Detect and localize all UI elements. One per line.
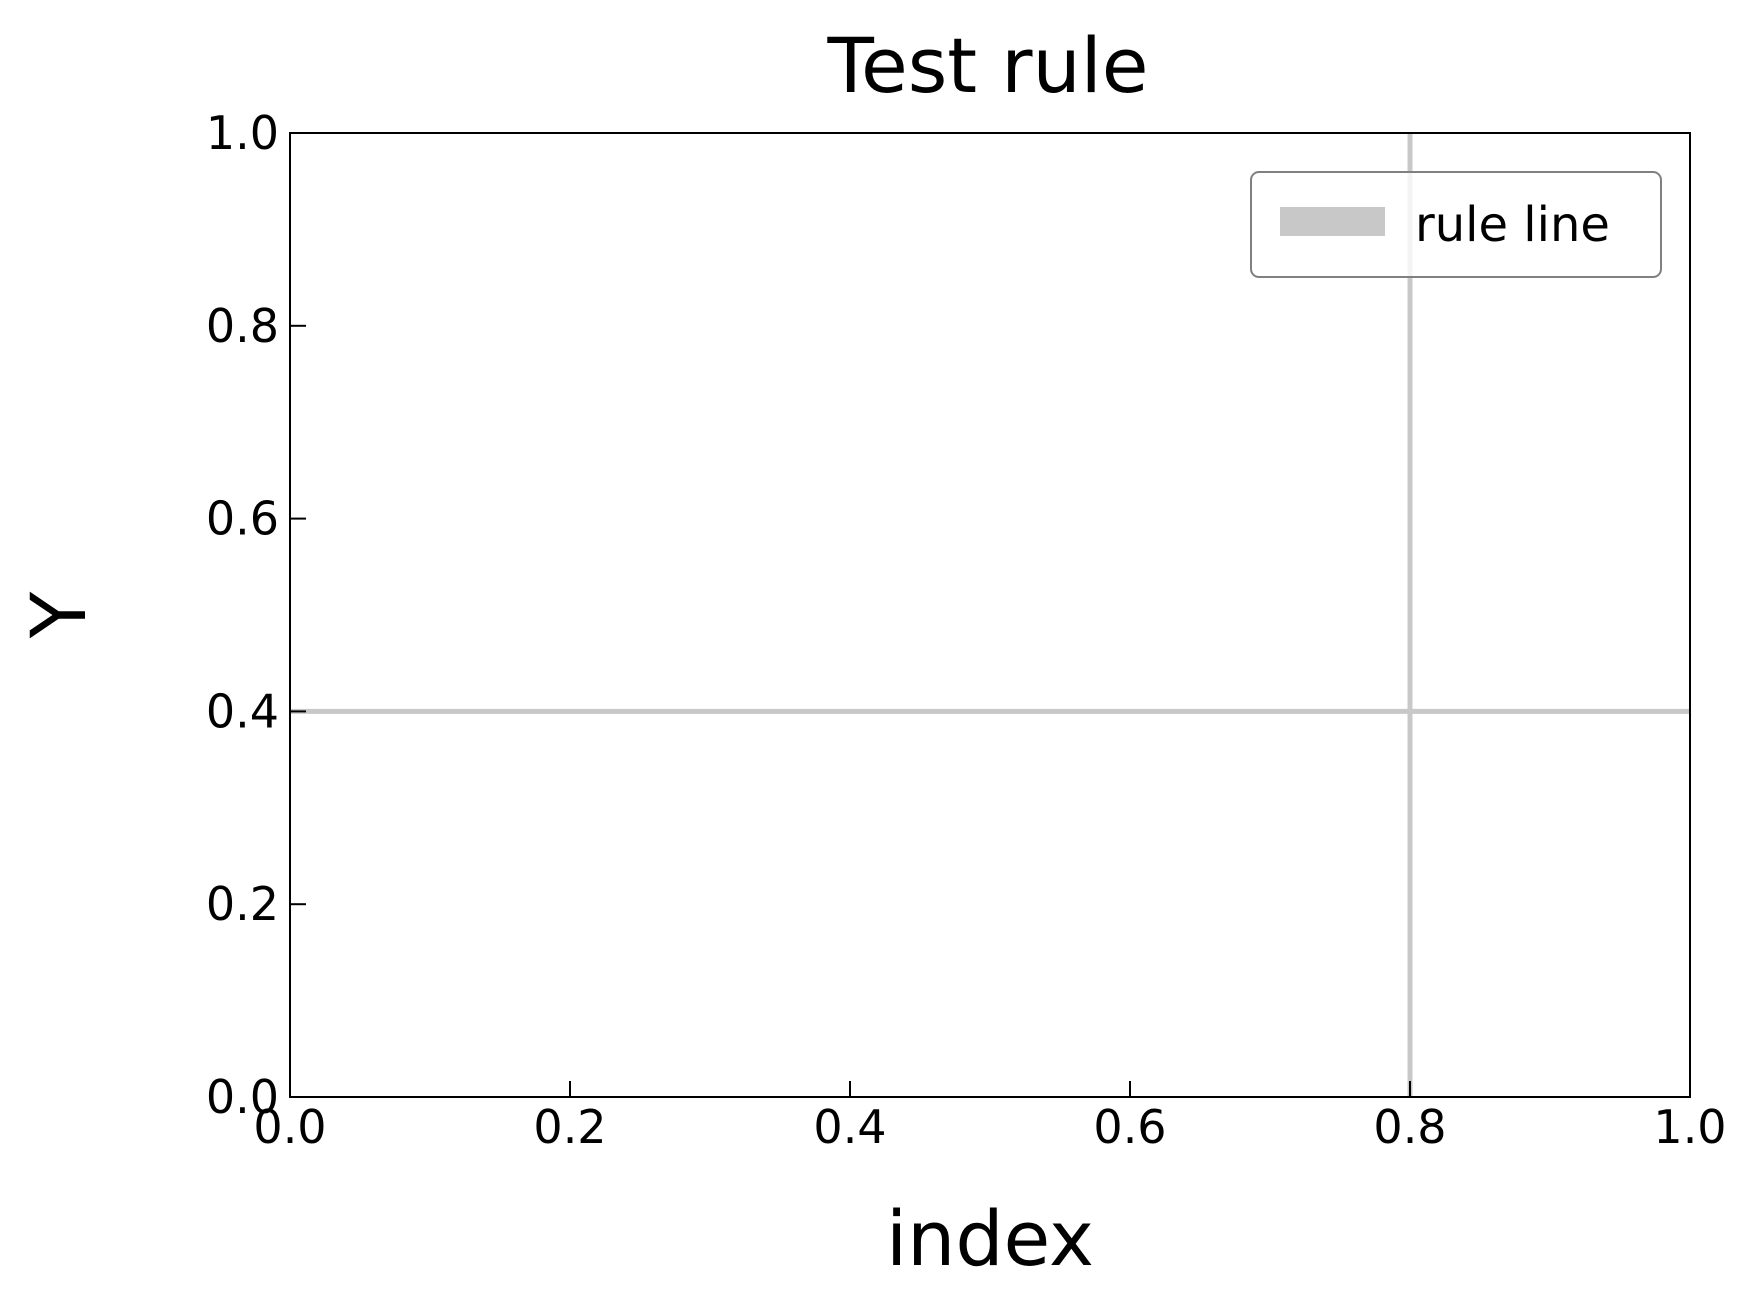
y-tick-label: 0.8 [206,299,279,353]
x-tick-label: 0.2 [533,1100,606,1154]
x-axis-ticks: 0.0 0.2 0.4 0.6 0.8 1.0 [253,1081,1727,1154]
chart-title: Test rule [826,21,1148,110]
legend-box [1250,171,1662,278]
x-tick-label: 1.0 [1653,1100,1726,1154]
y-axis-label: Y [14,591,103,639]
x-tick-label: 0.6 [1093,1100,1166,1154]
y-tick-label: 0.0 [206,1070,279,1124]
y-axis-ticks: 0.0 0.2 0.4 0.6 0.8 1.0 [206,106,306,1124]
plot-frame [289,132,1691,1098]
plot-area [290,133,1690,1097]
legend: rule line [1250,171,1662,278]
legend-swatch [1280,207,1385,236]
x-tick-label: 0.8 [1373,1100,1446,1154]
y-tick-label: 0.6 [206,492,279,546]
y-tick-label: 0.4 [206,684,279,738]
y-tick-label: 0.2 [206,877,279,931]
x-tick-label: 0.4 [813,1100,886,1154]
legend-entry-label: rule line [1415,197,1610,253]
y-tick-label: 1.0 [206,106,279,160]
x-axis-label: index [886,1194,1094,1283]
x-tick-label: 0.0 [253,1100,326,1154]
